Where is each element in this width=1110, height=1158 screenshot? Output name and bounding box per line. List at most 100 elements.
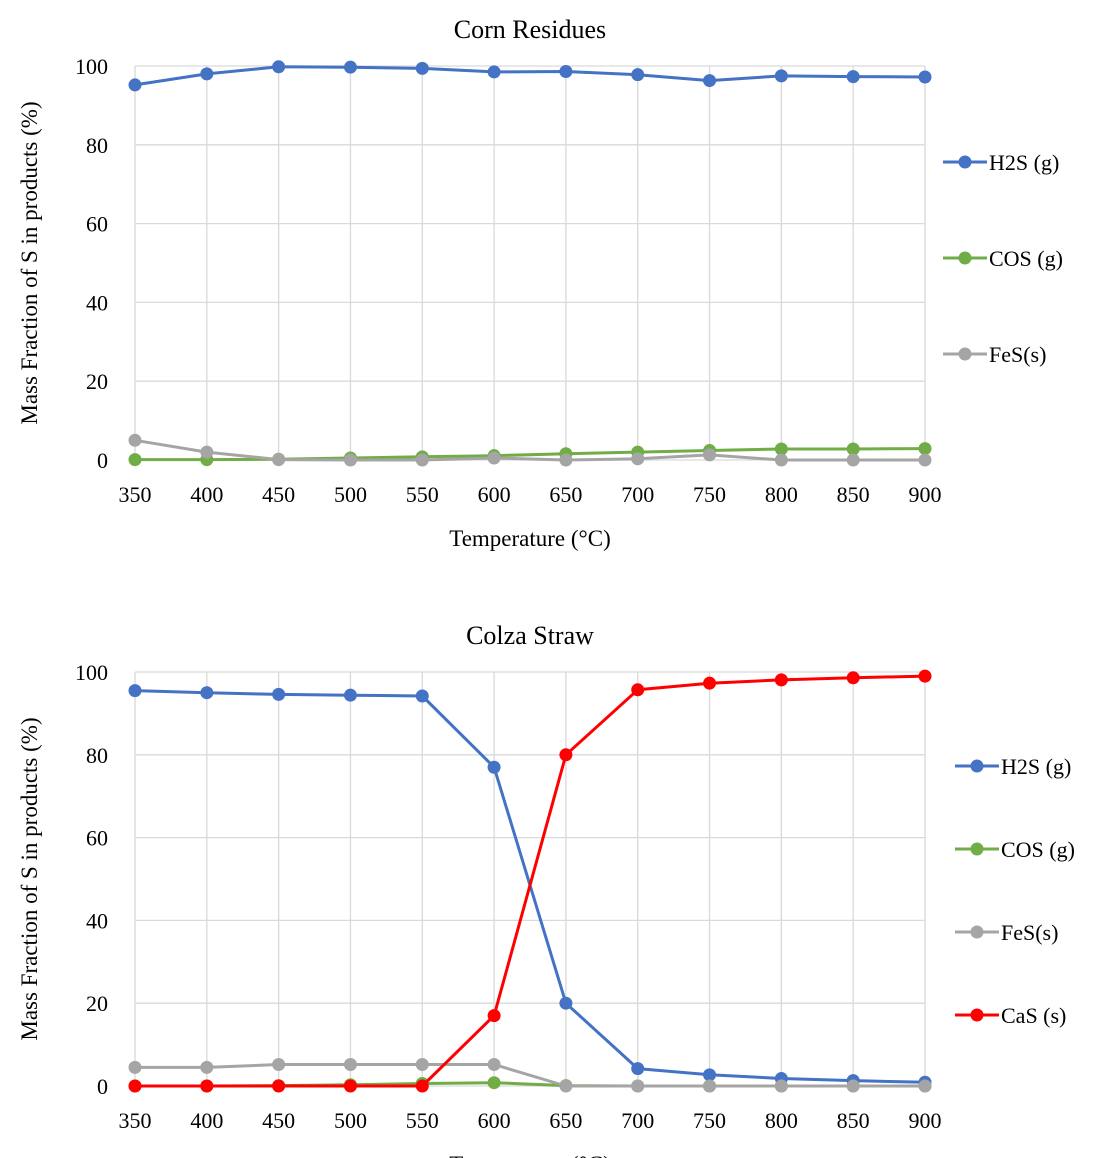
data-point: [487, 1076, 501, 1090]
data-point: [703, 448, 717, 462]
legend-label: FeS(s): [1001, 920, 1058, 945]
y-tick-label: 60: [86, 826, 108, 851]
y-tick-label: 80: [86, 133, 108, 158]
data-point: [200, 67, 214, 81]
legend-item: H2S (g): [943, 150, 1059, 175]
data-point: [918, 669, 932, 683]
data-point: [774, 69, 788, 83]
data-point: [415, 1057, 429, 1071]
data-point: [631, 68, 645, 82]
data-point: [343, 1057, 357, 1071]
data-point: [559, 65, 573, 79]
legend-marker: [970, 925, 984, 939]
legend-label: H2S (g): [1001, 754, 1071, 779]
data-point: [343, 60, 357, 74]
data-point: [415, 453, 429, 467]
x-tick-label: 750: [693, 482, 726, 507]
chart-corn-residues: Corn Residues 0 20 40 60 80 100 350 400 450 500 550…: [17, 15, 1063, 551]
data-point: [272, 1079, 286, 1093]
legend-item: COS (g): [943, 246, 1063, 271]
x-tick-label: 900: [909, 1108, 942, 1133]
legend-item: CaS (s): [955, 1003, 1066, 1028]
data-point: [200, 1060, 214, 1074]
data-point: [631, 683, 645, 697]
chart-title: Corn Residues: [454, 15, 606, 44]
gridlines: [134, 671, 926, 1087]
x-tick-label: 600: [478, 482, 511, 507]
series-fes-s: [128, 433, 932, 467]
data-point: [272, 687, 286, 701]
data-point: [703, 1068, 717, 1082]
legend-marker: [958, 251, 972, 265]
x-tick-label: 400: [190, 1108, 223, 1133]
x-tick-label: 850: [837, 1108, 870, 1133]
legend-label: COS (g): [989, 246, 1063, 271]
x-tick-label: 450: [262, 482, 295, 507]
data-point: [128, 433, 142, 447]
series-line: [134, 438, 925, 462]
series-fes-s: [128, 1057, 932, 1093]
series-cos-g: [128, 442, 932, 467]
data-point: [487, 451, 501, 465]
data-point: [272, 453, 286, 467]
x-tick-label: 700: [621, 482, 654, 507]
y-tick-label: 20: [86, 991, 108, 1016]
data-point: [128, 684, 142, 698]
y-tick-label: 60: [86, 212, 108, 237]
data-point: [918, 453, 932, 467]
data-point: [272, 60, 286, 74]
x-tick-label: 450: [262, 1108, 295, 1133]
x-tick-label: 650: [549, 482, 582, 507]
y-tick-label: 80: [86, 743, 108, 768]
data-point: [343, 1079, 357, 1093]
x-tick-label: 800: [765, 1108, 798, 1133]
legend-label: FeS(s): [989, 342, 1046, 367]
data-point: [631, 452, 645, 466]
series-cas-s: [128, 669, 932, 1093]
chart-colza-straw: Colza Straw 0 20 40 60 80 100 350 400 450 500 550 60…: [17, 621, 1075, 1158]
data-point: [918, 442, 932, 456]
data-point: [200, 1079, 214, 1093]
series-h2s-g: [128, 60, 932, 92]
data-point: [343, 688, 357, 702]
x-tick-label: 350: [119, 1108, 152, 1133]
data-point: [128, 1079, 142, 1093]
x-tick-label: 700: [621, 1108, 654, 1133]
x-tick-label: 500: [334, 482, 367, 507]
data-point: [559, 1079, 573, 1093]
data-point: [774, 673, 788, 687]
data-point: [200, 445, 214, 459]
data-point: [487, 760, 501, 774]
x-tick-label: 550: [406, 1108, 439, 1133]
data-point: [415, 689, 429, 703]
data-point: [415, 1079, 429, 1093]
legend-item: COS (g): [955, 837, 1075, 862]
legend-label: H2S (g): [989, 150, 1059, 175]
data-point: [200, 686, 214, 700]
chart-title: Colza Straw: [466, 621, 594, 650]
data-point: [415, 61, 429, 75]
data-point: [559, 453, 573, 467]
data-point: [774, 442, 788, 456]
data-point: [487, 1009, 501, 1023]
y-tick-label: 40: [86, 290, 108, 315]
x-tick-label: 850: [837, 482, 870, 507]
x-axis-label: Temperature (°C): [449, 1152, 610, 1158]
x-tick-label: 750: [693, 1108, 726, 1133]
data-point: [559, 748, 573, 762]
y-tick-label: 100: [75, 54, 108, 79]
data-point: [918, 1079, 932, 1093]
y-tick-label: 0: [97, 1074, 108, 1099]
data-point: [846, 70, 860, 84]
data-point: [631, 1079, 645, 1093]
series-line: [135, 1063, 925, 1088]
data-point: [487, 1057, 501, 1071]
y-tick-label: 40: [86, 908, 108, 933]
data-point: [487, 65, 501, 79]
y-tick-label: 100: [75, 660, 108, 685]
legend-marker: [970, 842, 984, 856]
legend-item: FeS(s): [943, 342, 1046, 367]
legend-marker: [958, 155, 972, 169]
x-axis-label: Temperature (°C): [449, 526, 610, 551]
